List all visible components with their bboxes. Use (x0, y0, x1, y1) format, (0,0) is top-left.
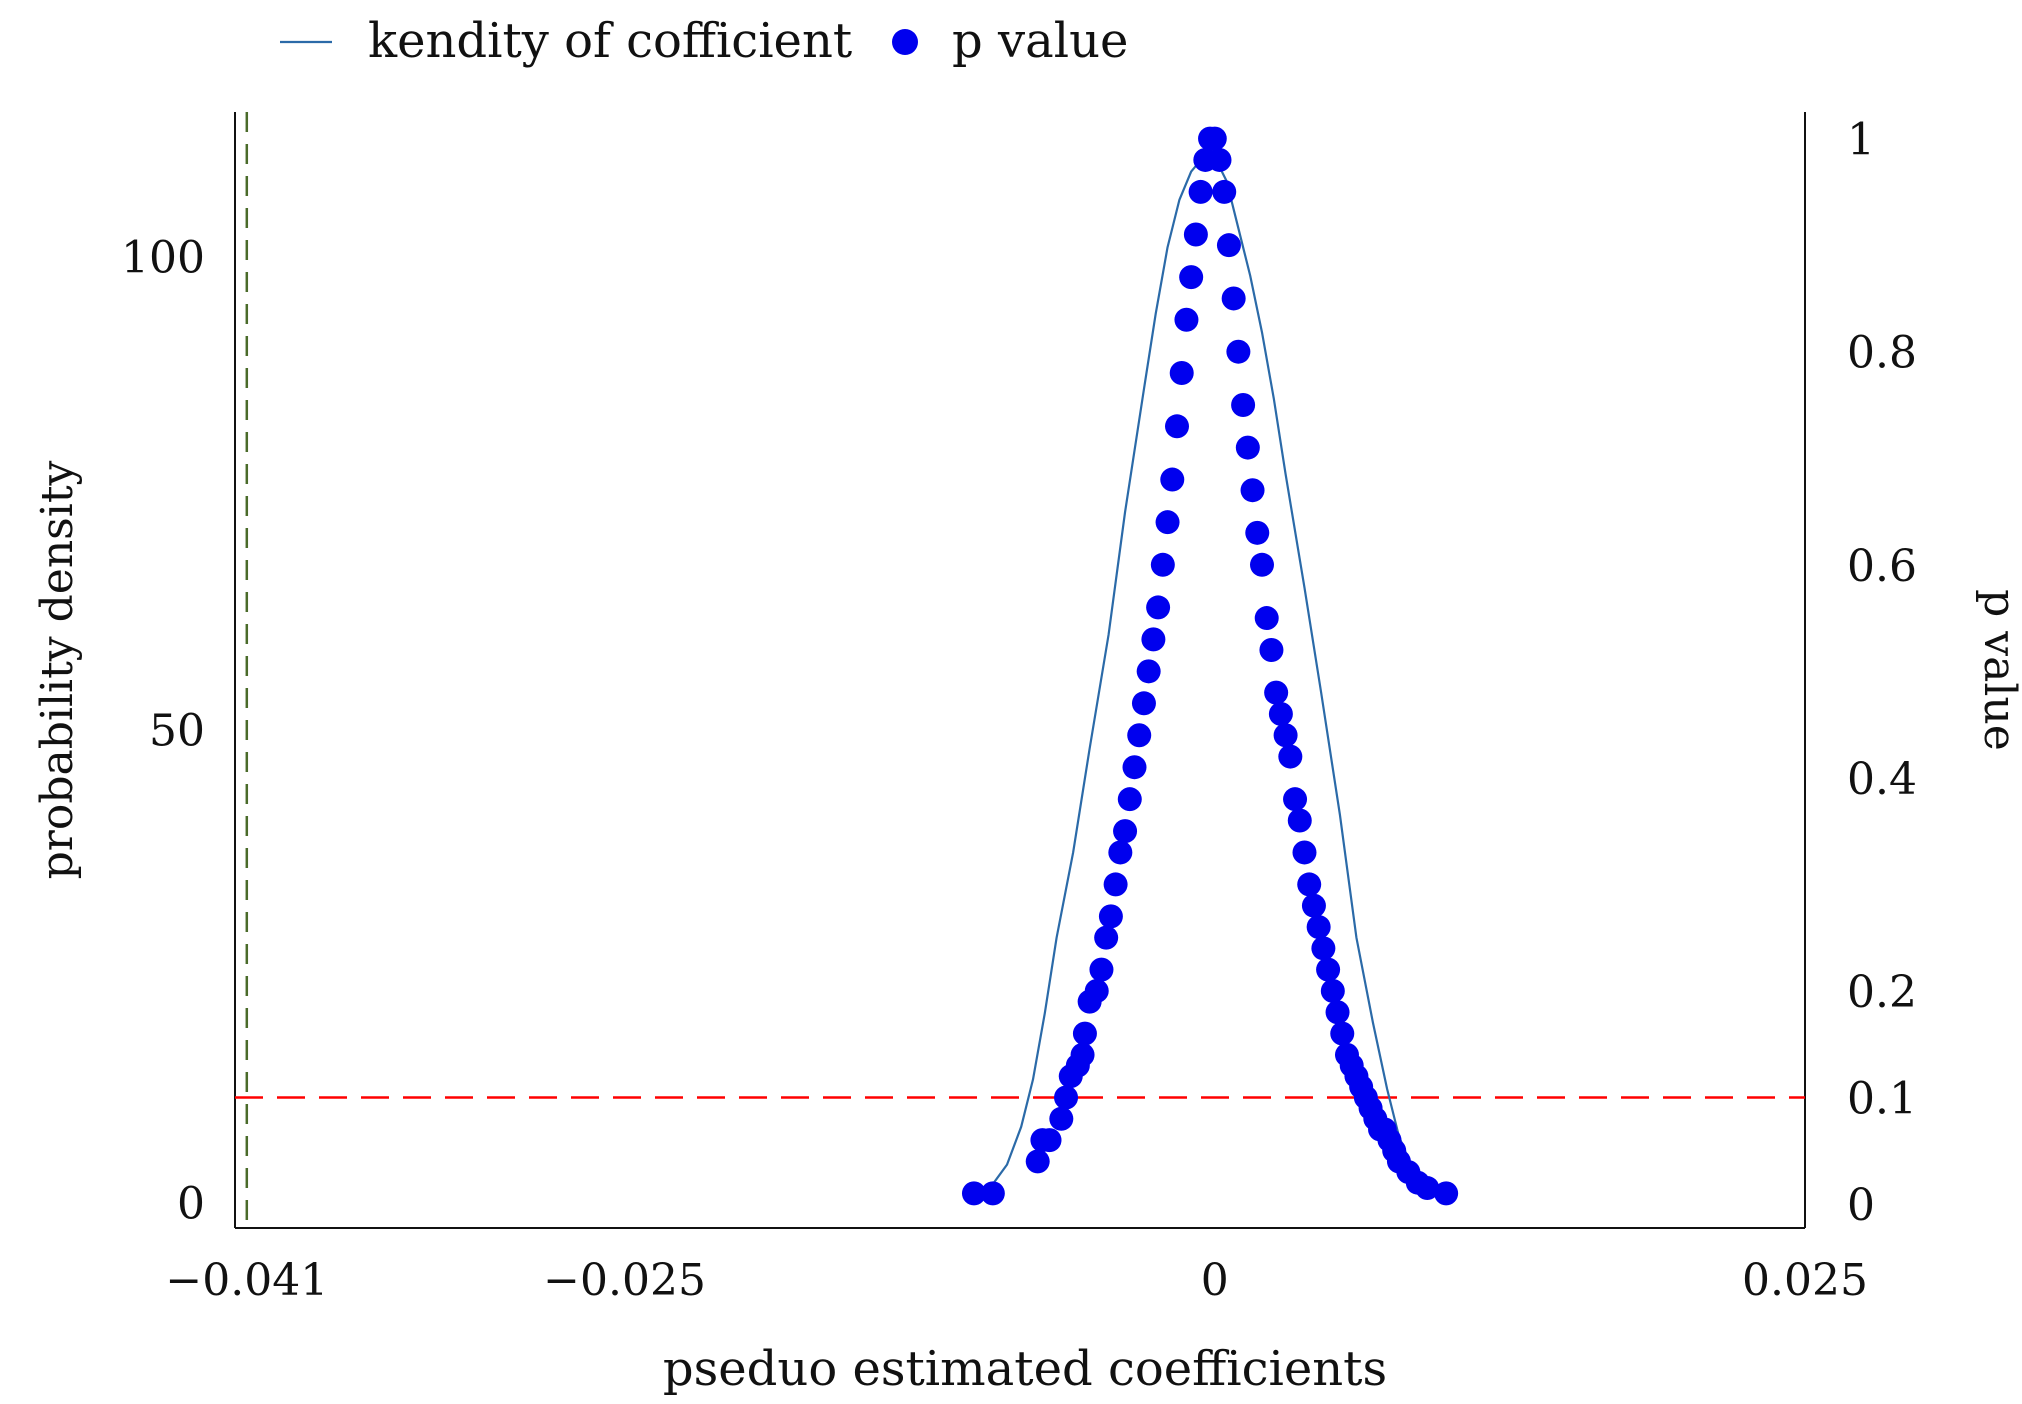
p-value-point (1155, 510, 1180, 535)
p-value-point (1231, 392, 1256, 417)
p-value-point (1415, 1176, 1440, 1201)
p-value-point (961, 1181, 986, 1206)
p-value-point (1207, 147, 1232, 172)
legend: kendity of cofficient p value (280, 13, 1128, 69)
p-value-point (1103, 872, 1128, 897)
p-value-point (1240, 478, 1265, 503)
density-curve (989, 156, 1435, 1193)
y-right-tick-label: 0.2 (1847, 967, 1917, 1018)
axes-layer: −0.041 −0.025 0 0.025 0 50 100 0 0.1 0.2 0.4 0.6 0.8… (121, 115, 1917, 1306)
x-tick-label: 0.025 (1742, 1255, 1868, 1306)
y-left-tick-label: 50 (149, 706, 205, 757)
p-value-point (1165, 414, 1189, 439)
p-value-point (1245, 520, 1270, 545)
p-value-point (1320, 978, 1345, 1003)
legend-dot-swatch (892, 29, 918, 55)
p-value-point (1150, 552, 1175, 577)
legend-label-density: kendity of cofficient (368, 13, 852, 69)
y-axis-right-label: p value (1974, 589, 2022, 751)
p-value-point (1179, 265, 1204, 290)
p-value-point (1264, 680, 1289, 705)
p-value-point (1306, 915, 1331, 940)
p-value-point (1089, 957, 1114, 982)
p-value-point (1141, 627, 1166, 652)
p-value-point (1084, 978, 1109, 1003)
p-value-point (1025, 1149, 1050, 1174)
p-value-point (1235, 435, 1260, 460)
y-right-tick-label: 0.6 (1847, 541, 1917, 592)
p-value-point (1292, 840, 1317, 865)
p-value-point (1212, 179, 1237, 204)
y-left-tick-label: 100 (121, 233, 205, 284)
p-value-point (1049, 1106, 1074, 1131)
p-value-point (1070, 1042, 1095, 1067)
p-value-point (1273, 723, 1298, 748)
reference-lines (235, 112, 1805, 1228)
y-right-tick-label: 0.8 (1847, 328, 1917, 379)
y-right-tick-label: 1 (1847, 115, 1875, 166)
p-value-point (1202, 126, 1227, 151)
p-value-scatter-layer (961, 126, 1459, 1206)
legend-label-p-value: p value (952, 13, 1128, 69)
p-value-point (1098, 904, 1123, 929)
p-value-point (1122, 755, 1147, 780)
p-value-point (1174, 307, 1199, 332)
p-value-point (1278, 744, 1303, 769)
p-value-point (1287, 808, 1312, 833)
y-axis-left-label: probability density (32, 460, 83, 879)
p-value-point (1325, 1000, 1350, 1025)
p-value-point (1259, 638, 1284, 663)
p-value-point (1188, 179, 1213, 204)
p-value-point (1160, 467, 1185, 492)
x-axis-label: pseduo estimated coefficients (663, 1341, 1387, 1397)
p-value-point (1127, 723, 1152, 748)
p-value-point (1094, 925, 1119, 950)
p-value-point (1072, 1021, 1097, 1046)
p-value-point (1316, 957, 1341, 982)
y-right-tick-label: 0.1 (1847, 1073, 1917, 1124)
p-value-point (1136, 659, 1161, 684)
plot-frame (234, 112, 1806, 1229)
p-value-point (1117, 787, 1142, 812)
p-value-point (1254, 606, 1279, 631)
p-value-point (1037, 1128, 1062, 1153)
p-value-point (1297, 872, 1322, 897)
p-value-point (1216, 233, 1241, 258)
density-layer (989, 156, 1435, 1193)
p-value-point (1054, 1085, 1079, 1110)
p-value-point (1131, 691, 1156, 716)
y-right-tick-label: 0.4 (1847, 754, 1917, 805)
p-value-point (1226, 339, 1251, 364)
p-value-point (1249, 552, 1274, 577)
p-value-point (1311, 936, 1336, 961)
p-value-point (1330, 1021, 1355, 1046)
p-value-point (1268, 701, 1293, 726)
p-value-point (1169, 361, 1194, 386)
y-left-tick-label: 0 (177, 1178, 205, 1229)
p-value-point (1146, 595, 1171, 620)
p-value-point (980, 1181, 1005, 1206)
x-tick-label: −0.041 (165, 1255, 328, 1306)
p-value-point (1301, 893, 1326, 918)
p-value-point (1183, 222, 1208, 247)
p-value-point (1434, 1181, 1459, 1206)
p-value-point (1221, 286, 1246, 311)
p-value-point (1113, 819, 1138, 844)
x-tick-label: −0.025 (543, 1255, 706, 1306)
p-value-point (1108, 840, 1133, 865)
y-right-tick-label: 0 (1847, 1180, 1875, 1231)
x-tick-label: 0 (1201, 1255, 1229, 1306)
p-value-point (1283, 787, 1308, 812)
